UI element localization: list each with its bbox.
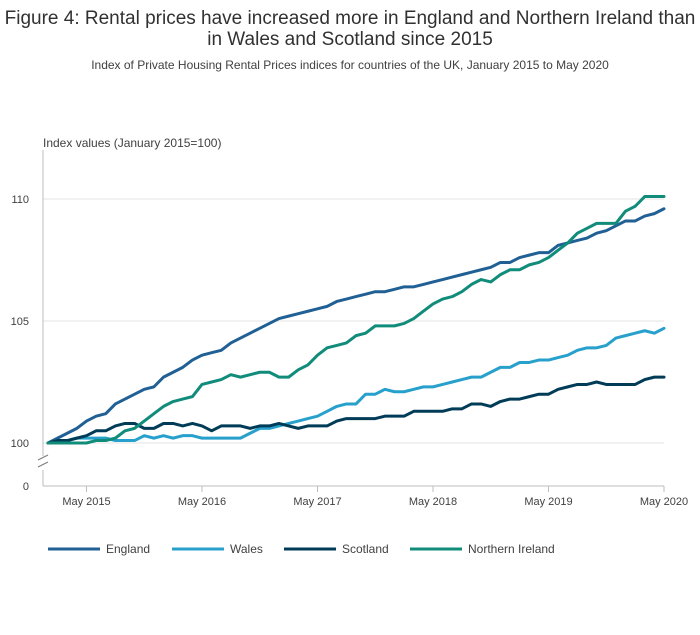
chart-title: Figure 4: Rental prices have increased m… xyxy=(4,8,696,50)
y-axis-label: Index values (January 2015=100) xyxy=(43,136,221,150)
chart-subtitle: Index of Private Housing Rental Prices i… xyxy=(91,58,609,72)
y-tick-label: 110 xyxy=(11,194,29,206)
legend-label: Scotland xyxy=(342,542,389,556)
legend-label: Wales xyxy=(230,542,263,556)
series-lines xyxy=(46,195,666,445)
axis-break-mark xyxy=(37,454,49,461)
x-tick-label: May 2019 xyxy=(524,496,572,508)
x-tick-label: May 2015 xyxy=(62,496,110,508)
series-line-northern-ireland xyxy=(46,195,666,445)
x-tick-label: May 2016 xyxy=(178,496,226,508)
y-tick-label: 105 xyxy=(11,316,29,328)
axis-break-mark xyxy=(37,461,49,468)
legend-item-england[interactable]: England xyxy=(48,542,150,556)
series-line-scotland xyxy=(46,375,666,445)
legend-item-northern-ireland[interactable]: Northern Ireland xyxy=(410,542,555,556)
axes: Index values (January 2015=100) 110 105 10… xyxy=(11,136,689,508)
x-tick-label: May 2018 xyxy=(409,496,457,508)
legend-item-wales[interactable]: Wales xyxy=(172,542,263,556)
legend: England Wales Scotland Northern Ireland xyxy=(48,542,555,556)
y-tick-label: 0 xyxy=(23,481,29,493)
gridlines xyxy=(43,198,664,444)
legend-label: Northern Ireland xyxy=(468,542,555,556)
series-line-wales xyxy=(46,326,666,445)
legend-item-scotland[interactable]: Scotland xyxy=(284,542,389,556)
series-line-england xyxy=(46,207,666,445)
y-tick-label: 100 xyxy=(11,438,29,450)
x-tick-label: May 2020 xyxy=(640,496,688,508)
legend-label: England xyxy=(106,542,150,556)
x-tick-label: May 2017 xyxy=(293,496,341,508)
